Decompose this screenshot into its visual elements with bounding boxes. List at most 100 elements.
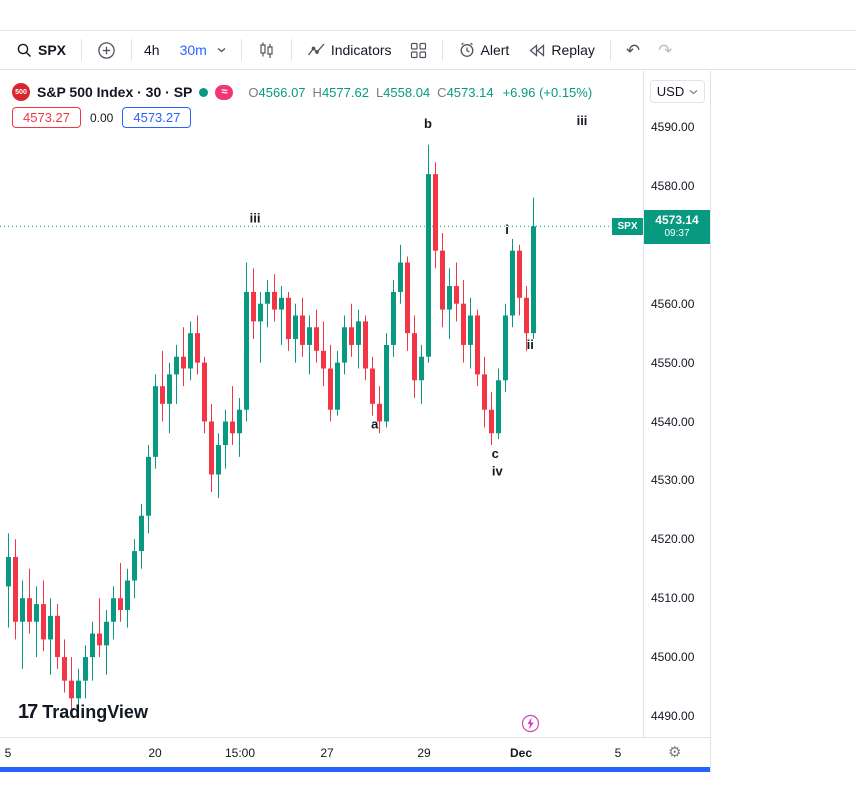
tradingview-logo[interactable]: 17 TradingView [18,701,148,724]
low-label: L [375,84,384,100]
candle [41,580,46,652]
candle [20,580,25,669]
candle [510,238,515,328]
candle [426,144,431,363]
candle [104,609,109,675]
time-tick: 15:00 [224,746,256,760]
price-tick: 4540.00 [651,414,695,429]
pattern-wave-icon[interactable]: ≈ [215,84,234,100]
wave-label-i[interactable]: i [505,222,509,237]
candle [55,604,60,669]
redo-button[interactable]: ↷ [658,40,673,60]
time-tick: Dec [509,746,533,760]
symbol-search-button[interactable]: SPX [8,36,74,64]
wave-label-iii[interactable]: iii [250,210,261,225]
candle [209,403,214,493]
sp500-logo-icon: 500 [12,83,30,101]
price-tick: 4530.00 [651,473,695,488]
candle [412,315,417,398]
candle [461,280,466,363]
candle [76,668,81,711]
time-tick: 27 [320,746,334,760]
symbol-label: SPX [38,42,67,58]
wave-label-iv[interactable]: iv [492,464,504,479]
candle [517,244,522,316]
time-axis[interactable]: ⚙ 5 20 15:00 27 29 Dec 5 [0,737,710,768]
toolbar-divider [609,39,611,61]
candle [181,327,186,387]
gear-icon[interactable]: ⚙ [668,744,682,761]
last-price-symbol-tag: SPX [612,218,643,235]
candle [69,657,74,711]
candle [398,244,403,304]
candle [6,533,11,628]
candle [328,344,333,422]
alert-button[interactable]: Alert [450,36,518,64]
candle [27,568,32,634]
quote-buttons-row: 4573.27 0.00 4573.27 [12,107,192,128]
wave-label-iii[interactable]: iii [577,113,588,128]
high-value: 4577.62 [321,84,369,100]
interval-30m-button[interactable]: 30m [167,36,234,64]
last-price-box: 4573.14 09:37 [644,210,710,244]
candle [167,362,172,434]
last-price-countdown: 09:37 [664,228,690,240]
candle [13,539,18,640]
candle [195,315,200,375]
candle [48,598,53,675]
candle [90,621,95,681]
wave-label-ii[interactable]: ii [527,337,534,352]
market-status-icon [199,87,209,97]
chevron-down-icon [217,48,226,53]
candle [230,386,235,446]
time-tick: 5 [4,746,12,760]
currency-dropdown[interactable]: USD [650,80,705,103]
price-tick: 4550.00 [651,355,695,370]
candle [202,356,207,434]
wave-label-a[interactable]: a [371,416,379,431]
candle [62,639,67,693]
indicator-templates-button[interactable] [402,36,435,64]
candle [440,233,445,328]
wave-label-c[interactable]: c [492,446,499,461]
price-tick: 4560.00 [651,296,695,311]
open-value: 4566.07 [258,84,306,100]
close-label: C [437,84,447,100]
candle [370,356,375,416]
price-tick: 4580.00 [651,178,695,193]
indicators-button[interactable]: Indicators [299,36,400,64]
quick-action-flash-button[interactable] [521,714,540,738]
candle [314,309,319,363]
sell-price-button[interactable]: 4573.27 [12,107,81,128]
undo-button[interactable]: ↶ [625,40,641,60]
candle [307,315,312,375]
change-value: +6.96 (+0.15%) [502,84,593,100]
price-tick: 4590.00 [651,120,695,134]
candle [342,315,347,375]
chart-type-button[interactable] [249,36,284,64]
candle [216,433,221,499]
candle [454,262,459,322]
search-icon [17,43,31,57]
compare-add-button[interactable] [89,36,124,64]
spread-value: 0.00 [90,110,114,125]
candle [363,315,368,381]
price-axis[interactable]: 4590.00 4580.00 4560.00 4550.00 4540.00 4530.… [643,71,711,737]
candle [34,586,39,658]
buy-price-button[interactable]: 4573.27 [122,107,192,128]
price-tick: 4520.00 [651,532,695,547]
candle [125,568,130,628]
candle [475,309,480,387]
wave-label-b[interactable]: b [424,116,432,131]
candle [489,392,494,446]
symbol-title[interactable]: S&P 500 Index · 30 · SP [37,84,193,100]
high-label: H [312,84,322,100]
replay-button[interactable]: Replay [519,36,603,64]
candle [97,598,102,658]
time-tick: 5 [614,746,622,760]
interval-4h-button[interactable]: 4h [144,42,160,58]
bottom-accent-bar [0,767,710,772]
alert-clock-icon [460,42,473,57]
alert-label: Alert [480,42,510,58]
